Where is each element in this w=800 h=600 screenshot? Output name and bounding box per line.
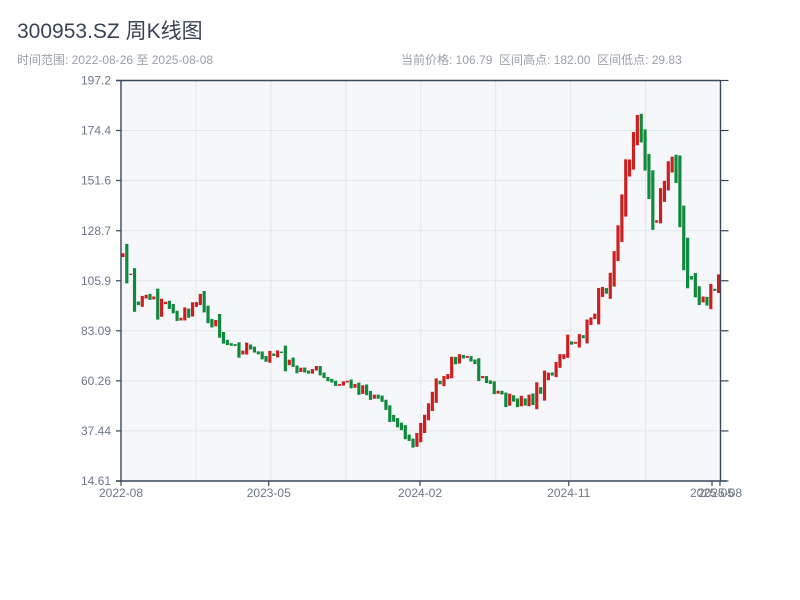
svg-text:2023-05: 2023-05 [247, 486, 291, 500]
svg-text:128.7: 128.7 [81, 224, 111, 238]
svg-text:2024-11: 2024-11 [547, 486, 590, 500]
svg-text:2024-02: 2024-02 [398, 486, 442, 500]
svg-text:2022-08: 2022-08 [99, 486, 143, 500]
svg-text:37.44: 37.44 [81, 424, 111, 438]
svg-text:60.26: 60.26 [81, 374, 111, 388]
svg-text:151.6: 151.6 [81, 174, 111, 188]
svg-text:2025-08: 2025-08 [698, 486, 742, 500]
svg-text:83.09: 83.09 [81, 324, 111, 338]
svg-text:105.9: 105.9 [81, 274, 111, 288]
svg-text:174.4: 174.4 [81, 124, 111, 138]
svg-text:197.2: 197.2 [81, 74, 111, 88]
